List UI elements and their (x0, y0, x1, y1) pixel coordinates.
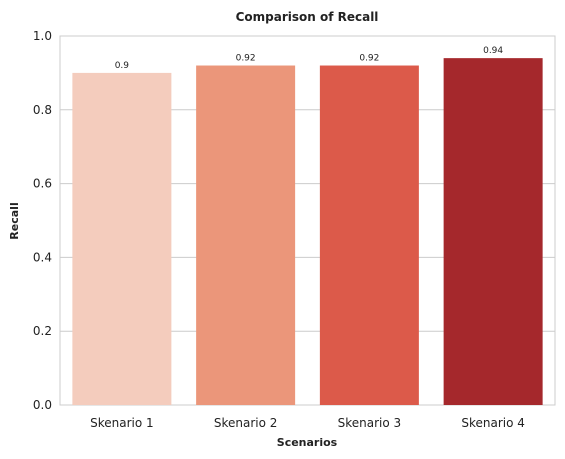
bar (319, 65, 419, 406)
y-tick-label: 0.4 (33, 250, 52, 264)
bar (72, 72, 172, 406)
plot-frame (59, 35, 556, 406)
bar (443, 58, 543, 405)
bar-value-label: 0.9 (115, 61, 130, 71)
x-tick-label: Skenario 3 (338, 416, 402, 430)
y-tick-label: 1.0 (33, 29, 52, 43)
chart-title: Comparison of Recall (236, 10, 379, 24)
bar (196, 65, 296, 406)
y-tick-label: 0.8 (33, 103, 52, 117)
x-axis-label: Scenarios (277, 436, 338, 449)
y-tick-label: 0.6 (33, 177, 52, 191)
x-tick-labels: Skenario 1 Skenario 2 Skenario 3 Skenario 4 (90, 416, 525, 430)
y-axis-label: Recall (8, 202, 21, 239)
bars (72, 58, 543, 406)
x-tick-label: Skenario 1 (90, 416, 154, 430)
data-labels: 0.9 0.92 0.92 0.94 (115, 46, 504, 71)
x-tick-label: Skenario 4 (461, 416, 525, 430)
bar-value-label: 0.94 (483, 46, 503, 56)
bar-value-label: 0.92 (236, 54, 256, 64)
y-tick-labels: 0.0 0.2 0.4 0.6 0.8 1.0 (33, 29, 52, 412)
bar-value-label: 0.92 (359, 54, 379, 64)
x-tick-label: Skenario 2 (214, 416, 278, 430)
y-tick-label: 0.0 (33, 398, 52, 412)
y-tick-label: 0.2 (33, 324, 52, 338)
